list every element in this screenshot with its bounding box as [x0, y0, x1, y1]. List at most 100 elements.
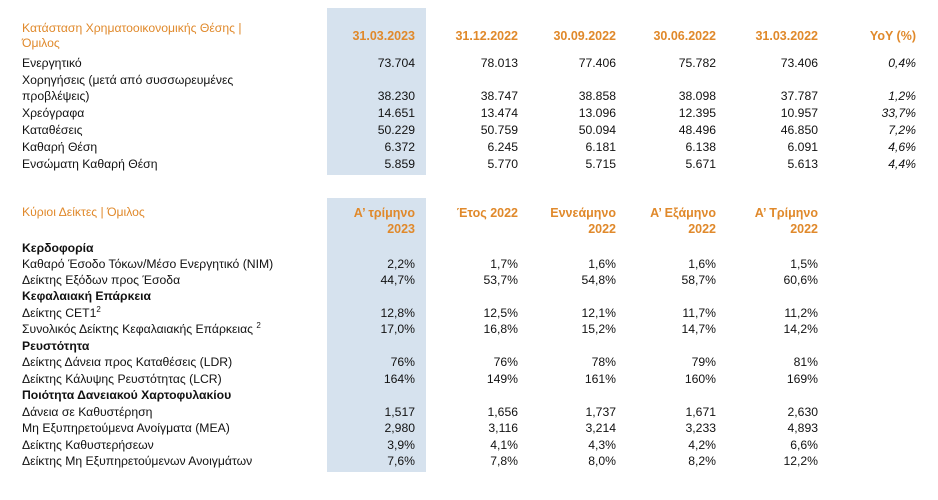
cell: 3,9% [387, 438, 415, 452]
cell: 48.496 [678, 123, 716, 137]
table-row: Καθαρό Έσοδο Τόκων/Μέσο Ενεργητικό (NIM)… [0, 256, 938, 273]
table-row: Καθαρή Θέση 6.372 6.245 6.181 6.138 6.09… [0, 139, 938, 156]
cell: 53,7% [483, 273, 518, 287]
table-row: Δείκτης Μη Εξυπηρετούμενων Ανοιγμάτων 7,… [0, 453, 938, 470]
section-heading: Κεφαλαιακή Επάρκεια [0, 288, 938, 305]
table-row: Χορηγήσεις (μετά από συσσωρευμένες [0, 72, 938, 89]
table1-title-line2: Όμιλος [22, 36, 60, 50]
cell: 79% [691, 355, 716, 369]
section-title: Κεφαλαιακή Επάρκεια [22, 289, 152, 303]
current-period-highlight-1 [327, 8, 426, 175]
cell: 54,8% [581, 273, 616, 287]
cell: 149% [486, 372, 518, 386]
yoy-cell: 4,4% [888, 157, 916, 171]
table-row: Δείκτης Δάνεια προς Καταθέσεις (LDR) 76%… [0, 354, 938, 371]
yoy-cell: 7,2% [888, 123, 916, 137]
cell: 161% [584, 372, 616, 386]
table-row: Δείκτης Κάλυψης Ρευστότητας (LCR) 164% 1… [0, 371, 938, 388]
cell: 81% [793, 355, 818, 369]
cell: 78.013 [480, 56, 518, 70]
table2-title: Κύριοι Δείκτες | Όμιλος [22, 205, 145, 219]
t2-col-header-line1: Εννεάμηνο [550, 206, 616, 220]
cell: 1,737 [585, 405, 617, 419]
row-label-text: Συνολικός Δείκτης Κεφαλαιακής Επάρκειας [22, 322, 257, 336]
cell: 44,7% [380, 273, 415, 287]
table-row: Συνολικός Δείκτης Κεφαλαιακής Επάρκειας … [0, 321, 938, 338]
yoy-cell: 33,7% [881, 106, 916, 120]
cell: 1,656 [487, 405, 519, 419]
table-row: Δείκτης Καθυστερήσεων 3,9% 4,1% 4,3% 4,2… [0, 437, 938, 454]
t2-col-header-line2: 2022 [588, 222, 616, 236]
cell: 73.406 [780, 56, 818, 70]
cell: 164% [383, 372, 415, 386]
cell: 14,2% [783, 322, 818, 336]
section-heading: Ρευστότητα [0, 338, 938, 355]
cell: 73.704 [377, 56, 415, 70]
table-row: Δείκτης Εξόδων προς Έσοδα 44,7% 53,7% 54… [0, 272, 938, 289]
cell: 46.850 [780, 123, 818, 137]
cell: 2,630 [787, 405, 819, 419]
cell: 4,3% [588, 438, 616, 452]
cell: 10.957 [780, 106, 818, 120]
t2-col-header-line2: 2023 [387, 222, 415, 236]
t1-col-header: 31.03.2023 [352, 29, 415, 43]
cell: 6.181 [585, 140, 617, 154]
cell: 5.613 [787, 157, 819, 171]
cell: 50.229 [377, 123, 415, 137]
table-row: προβλέψεις) 38.230 38.747 38.858 38.098 … [0, 88, 938, 105]
cell: 77.406 [578, 56, 616, 70]
cell: 6.372 [384, 140, 416, 154]
t1-col-header: 30.06.2022 [653, 29, 716, 43]
row-label-text: Δείκτης CET1 [22, 306, 97, 320]
cell: 8,0% [588, 454, 616, 468]
cell: 38.098 [678, 89, 716, 103]
yoy-cell: 0,4% [888, 56, 916, 70]
row-label: Χορηγήσεις (μετά από συσσωρευμένες [22, 73, 234, 87]
cell: 12.395 [678, 106, 716, 120]
row-label: Συνολικός Δείκτης Κεφαλαιακής Επάρκειας … [22, 321, 261, 338]
footnote-marker: 2 [256, 320, 261, 330]
row-label: Δείκτης Δάνεια προς Καταθέσεις (LDR) [22, 355, 233, 369]
footnote-marker: 2 [96, 304, 101, 314]
cell: 50.759 [480, 123, 518, 137]
cell: 1,671 [685, 405, 717, 419]
row-label: Καθαρή Θέση [22, 140, 98, 154]
cell: 160% [684, 372, 716, 386]
yoy-cell: 1,2% [888, 89, 916, 103]
cell: 7,8% [490, 454, 518, 468]
yoy-cell: 4,6% [888, 140, 916, 154]
table-row: Δείκτης CET12 12,8% 12,5% 12,1% 11,7% 11… [0, 305, 938, 322]
t1-col-header: 31.03.2022 [755, 29, 818, 43]
row-label: Χρεόγραφα [22, 106, 85, 120]
current-period-highlight-2 [327, 198, 426, 472]
table-row: Ενσώματη Καθαρή Θέση 5.859 5.770 5.715 5… [0, 156, 938, 173]
cell: 6.091 [787, 140, 819, 154]
row-label: Δείκτης Μη Εξυπηρετούμενων Ανοιγμάτων [22, 454, 253, 468]
cell: 4,2% [688, 438, 716, 452]
t2-col-header-line1: Α’ Τρίμηνο [754, 206, 818, 220]
table1-title-line1: Κατάσταση Χρηματοοικονομικής Θέσης | [22, 21, 242, 35]
table-row: Χρεόγραφα 14.651 13.474 13.096 12.395 10… [0, 105, 938, 122]
section-title: Κερδοφορία [22, 241, 94, 255]
cell: 6,6% [790, 438, 818, 452]
row-label: Δείκτης Κάλυψης Ρευστότητας (LCR) [22, 372, 222, 386]
cell: 8,2% [688, 454, 716, 468]
cell: 4,893 [787, 421, 819, 435]
cell: 2,980 [384, 421, 416, 435]
cell: 76% [493, 355, 518, 369]
cell: 3,214 [585, 421, 617, 435]
cell: 1,6% [588, 257, 616, 271]
cell: 11,2% [784, 306, 818, 320]
t1-col-header: YoY (%) [869, 29, 916, 43]
row-label: Δάνεια σε Καθυστέρηση [22, 405, 153, 419]
cell: 75.782 [678, 56, 716, 70]
cell: 6.245 [487, 140, 519, 154]
cell: 76% [390, 355, 415, 369]
table-row: Δάνεια σε Καθυστέρηση 1,517 1,656 1,737 … [0, 404, 938, 421]
cell: 4,1% [490, 438, 518, 452]
t2-col-header-line2: 2022 [688, 222, 716, 236]
cell: 169% [786, 372, 818, 386]
table-row: Καταθέσεις 50.229 50.759 50.094 48.496 4… [0, 122, 938, 139]
section-heading: Κερδοφορία [0, 240, 938, 257]
cell: 37.787 [780, 89, 818, 103]
